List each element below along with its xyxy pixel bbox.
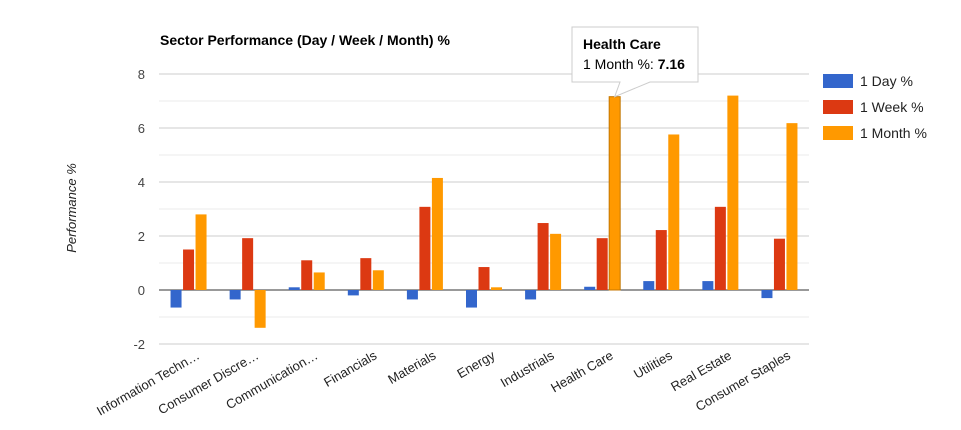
tooltip-value: 7.16 bbox=[658, 56, 685, 72]
y-tick-label: 4 bbox=[138, 175, 145, 190]
bar bbox=[478, 267, 490, 290]
legend-label: 1 Month % bbox=[860, 125, 927, 141]
y-axis-ticks: -2 0 2 4 6 8 bbox=[133, 67, 145, 352]
bar bbox=[596, 238, 608, 290]
bar bbox=[419, 206, 431, 290]
category-label: Information Techn… bbox=[94, 348, 202, 419]
y-tick-label: 0 bbox=[138, 283, 145, 298]
bar bbox=[313, 272, 325, 290]
category-label: Energy bbox=[454, 347, 498, 381]
bar bbox=[537, 223, 549, 290]
bar bbox=[406, 290, 418, 300]
bar bbox=[431, 177, 443, 290]
chart-title: Sector Performance (Day / Week / Month) … bbox=[160, 32, 450, 48]
bar bbox=[183, 249, 195, 290]
tooltip-text: 1 Month %: 7.16 bbox=[583, 56, 685, 72]
category-label: Health Care bbox=[548, 348, 616, 396]
bar bbox=[525, 290, 537, 300]
bar bbox=[786, 123, 798, 290]
tooltip-title: Health Care bbox=[583, 36, 661, 52]
category-label: Utilities bbox=[631, 347, 675, 381]
bar bbox=[584, 286, 596, 290]
bar bbox=[242, 238, 254, 290]
category-labels: Information Techn…Consumer Discre…Commun… bbox=[94, 347, 793, 418]
bar bbox=[550, 233, 562, 290]
tooltip: Health Care 1 Month %: 7.16 bbox=[571, 26, 699, 98]
gridlines bbox=[159, 73, 809, 345]
bar bbox=[727, 95, 739, 290]
bar bbox=[668, 134, 680, 290]
legend-label: 1 Day % bbox=[860, 73, 913, 89]
legend: 1 Day % 1 Week % 1 Month % bbox=[823, 73, 927, 141]
bar bbox=[655, 230, 667, 290]
bar bbox=[608, 96, 621, 291]
category-label: Materials bbox=[385, 347, 439, 387]
tooltip-box bbox=[571, 26, 699, 98]
legend-label: 1 Week % bbox=[860, 99, 924, 115]
bar bbox=[170, 290, 182, 308]
y-tick-label: -2 bbox=[133, 337, 145, 352]
bar bbox=[491, 287, 502, 290]
legend-swatch bbox=[823, 74, 853, 88]
tooltip-series-label: 1 Month %: bbox=[583, 56, 654, 72]
bar bbox=[714, 206, 726, 290]
bar bbox=[254, 290, 266, 328]
bar bbox=[761, 290, 773, 299]
y-tick-label: 2 bbox=[138, 229, 145, 244]
bar bbox=[466, 290, 477, 308]
legend-swatch bbox=[823, 100, 853, 114]
bars bbox=[170, 95, 798, 328]
bar bbox=[372, 270, 384, 290]
legend-swatch bbox=[823, 126, 853, 140]
bar bbox=[702, 281, 714, 290]
bar bbox=[643, 281, 655, 290]
y-axis-label: Performance % bbox=[64, 163, 79, 253]
y-tick-label: 8 bbox=[138, 67, 145, 82]
bar bbox=[288, 287, 300, 290]
bar bbox=[773, 238, 785, 290]
bar bbox=[229, 290, 241, 300]
bar bbox=[195, 214, 207, 290]
bar bbox=[347, 290, 359, 296]
y-tick-label: 6 bbox=[138, 121, 145, 136]
category-label: Financials bbox=[321, 347, 380, 390]
bar bbox=[360, 258, 372, 290]
category-label: Consumer Discre… bbox=[155, 348, 261, 418]
bar bbox=[301, 260, 313, 290]
